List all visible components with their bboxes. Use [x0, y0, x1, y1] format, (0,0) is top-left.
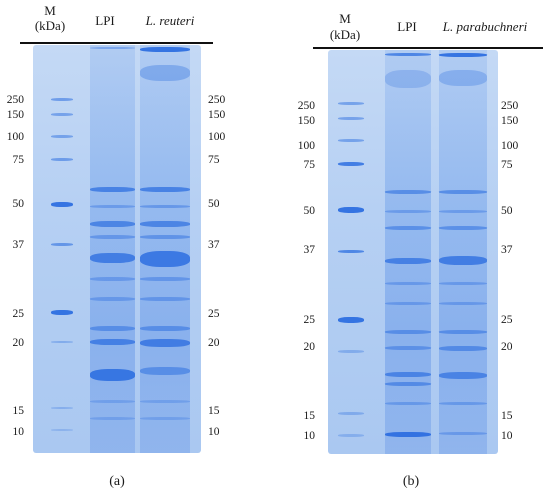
mw-label-right: 50: [208, 198, 220, 210]
mw-label-right: 100: [208, 131, 226, 143]
marker-band-100: [338, 139, 364, 142]
mw-label-right: 37: [501, 244, 513, 256]
marker-band-20: [338, 350, 364, 353]
header-rule: [313, 47, 543, 49]
mw-label-left: 25: [12, 308, 25, 320]
mw-label-left: 20: [12, 337, 25, 349]
mw-label-left: 20: [303, 341, 316, 353]
panel-caption: (a): [109, 474, 125, 489]
marker-band-150: [51, 113, 73, 116]
mw-label-right: 250: [501, 100, 519, 112]
mw-label-right: 25: [501, 314, 513, 326]
mw-label-left: 150: [297, 115, 315, 127]
marker-band-15: [51, 407, 73, 409]
mw-label-right: 250: [208, 94, 226, 106]
mw-label-left: 100: [6, 131, 24, 143]
mw-label-right: 15: [208, 405, 220, 417]
marker-band-25: [338, 317, 364, 323]
marker-band-75: [338, 162, 364, 166]
mw-label-left: 50: [303, 205, 316, 217]
marker-band-50: [51, 202, 73, 207]
mw-label-left: 100: [297, 140, 315, 152]
gel-image: [33, 45, 201, 453]
panel-caption: (b): [402, 474, 420, 489]
marker-band-25: [51, 310, 73, 315]
marker-unit-header: (kDa): [34, 18, 66, 33]
lane1-header: LPI: [397, 19, 417, 34]
mw-label-right: 15: [501, 410, 513, 422]
gel-image: [328, 50, 498, 454]
l-parabuchneri-lane: [439, 50, 487, 454]
marker-band-10: [338, 434, 364, 437]
marker-lane: [338, 50, 364, 454]
marker-band-20: [51, 341, 73, 343]
mw-label-left: 250: [6, 94, 24, 106]
mw-label-right: 150: [501, 115, 519, 127]
marker-unit-header: (kDa): [329, 27, 361, 42]
marker-band-15: [338, 412, 364, 415]
marker-band-75: [51, 158, 73, 161]
header-rule: [20, 42, 213, 44]
mw-label-left: 10: [303, 430, 316, 442]
mw-label-left: 37: [303, 244, 316, 256]
mw-label-left: 10: [12, 426, 25, 438]
mw-label-right: 75: [208, 154, 220, 166]
mw-label-right: 20: [501, 341, 513, 353]
mw-label-left: 37: [12, 239, 25, 251]
lpi-lane: [385, 50, 431, 454]
mw-label-right: 75: [501, 159, 513, 171]
mw-label-left: 250: [297, 100, 315, 112]
marker-header: M: [339, 11, 351, 26]
marker-band-50: [338, 207, 364, 213]
mw-label-right: 50: [501, 205, 513, 217]
mw-label-left: 25: [303, 314, 316, 326]
mw-label-right: 10: [208, 426, 220, 438]
marker-lane: [51, 45, 73, 453]
marker-header: M: [44, 3, 56, 18]
marker-band-10: [51, 429, 73, 431]
marker-band-37: [338, 250, 364, 253]
mw-label-left: 150: [6, 109, 24, 121]
mw-label-right: 25: [208, 308, 220, 320]
l-reuteri-lane: [140, 45, 190, 453]
lane1-header: LPI: [95, 13, 115, 28]
mw-label-right: 10: [501, 430, 513, 442]
lane2-header: L. parabuchneri: [442, 19, 528, 34]
gel-panel-a: M (kDa) LPI L. reuteri: [6, 3, 226, 490]
lane2-header: L. reuteri: [145, 13, 195, 28]
mw-label-left: 50: [12, 198, 25, 210]
mw-label-right: 100: [501, 140, 519, 152]
gel-panel-b: M (kDa) LPI L. parabuchneri: [275, 0, 550, 497]
mw-label-left: 75: [303, 159, 316, 171]
marker-band-100: [51, 135, 73, 138]
mw-label-right: 37: [208, 239, 220, 251]
mw-label-left: 15: [12, 405, 25, 417]
mw-label-right: 20: [208, 337, 220, 349]
mw-label-right: 150: [208, 109, 226, 121]
mw-label-left: 75: [12, 154, 25, 166]
marker-band-250: [338, 102, 364, 105]
marker-band-37: [51, 243, 73, 246]
mw-label-left: 15: [303, 410, 316, 422]
lpi-lane: [90, 45, 135, 453]
marker-band-150: [338, 117, 364, 120]
marker-band-250: [51, 98, 73, 101]
